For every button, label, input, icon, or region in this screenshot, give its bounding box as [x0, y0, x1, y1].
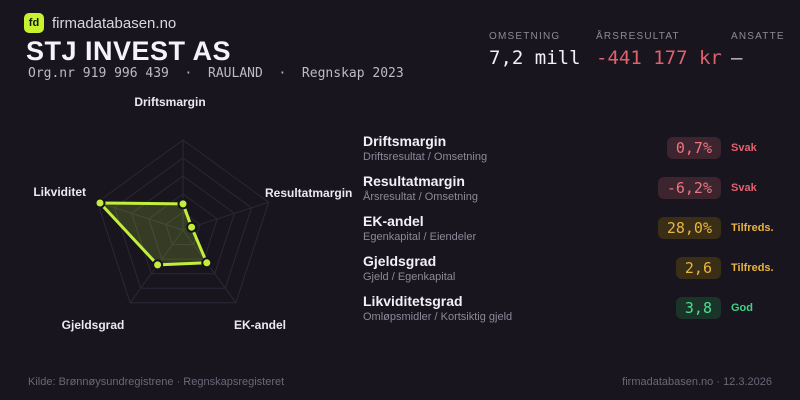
radar-grid-spoke	[182, 201, 269, 231]
metrics-panel: Driftsmargin Driftsresultat / Omsetning …	[363, 128, 775, 328]
radar-grid-spoke	[97, 201, 184, 231]
metric-formula: Omløpsmidler / Kortsiktig gjeld	[363, 311, 513, 324]
metric-row-ek-andel: EK-andel Egenkapital / Eiendeler 28,0% T…	[363, 208, 775, 248]
metric-status: Svak	[731, 142, 757, 154]
metric-name: Driftsmargin	[363, 132, 447, 149]
radar-chart-svg: Driftsmargin Resultatmargin EK-andel Gjelds…	[33, 95, 352, 332]
metric-row-gjeldsgrad: Gjeldsgrad Gjeld / Egenkapital 2,6 Tilfr…	[363, 248, 775, 288]
metric-value-badge: 3,8	[675, 296, 721, 320]
metric-value-badge: 0,7%	[666, 136, 721, 160]
stat-value: 7,2 mill	[489, 47, 581, 69]
radar-data-polygon	[98, 201, 209, 267]
radar-chart: Driftsmargin Resultatmargin EK-andel Gjelds…	[0, 88, 360, 346]
radar-axis-label: Driftsmargin	[134, 95, 205, 109]
radar-data-point	[201, 257, 213, 269]
radar-data-point	[94, 197, 106, 209]
metric-info: Gjeldsgrad Gjeld / Egenkapital	[363, 253, 649, 283]
metric-info: Likviditetsgrad Omløpsmidler / Kortsikti…	[363, 293, 649, 323]
radar-grid-ring	[131, 175, 235, 275]
radar-axis-label: Likviditet	[33, 185, 86, 199]
stat-label: ANSATTE	[731, 31, 785, 42]
radar-grid-ring	[165, 211, 201, 246]
metric-formula: Egenkapital / Eiendeler	[363, 231, 477, 244]
metric-value-badge: 2,6	[675, 256, 721, 280]
stat-label: OMSETNING	[489, 31, 561, 42]
radar-grid-ring	[96, 139, 270, 304]
firmadatabasen-logo-icon: fd	[24, 13, 44, 33]
metric-name: EK-andel	[363, 212, 424, 229]
metric-status: Svak	[731, 182, 757, 194]
stat-arsresultat: ÅRSRESULTAT -441 177 kr	[596, 31, 722, 69]
brand-name: firmadatabasen.no	[52, 14, 177, 32]
company-meta: Org.nr 919 996 439 · RAULAND · Regnskap …	[28, 66, 404, 81]
radar-data-point	[152, 259, 164, 271]
metric-formula: Årsresultat / Omsetning	[363, 191, 478, 204]
metric-info: EK-andel Egenkapital / Eiendeler	[363, 213, 649, 243]
radar-axis-label: EK-andel	[234, 318, 286, 332]
footer-site-link[interactable]: firmadatabasen.no · 12.3.2026	[622, 376, 772, 388]
metric-value-badge: 28,0%	[657, 216, 721, 240]
metric-name: Likviditetsgrad	[363, 292, 463, 309]
stat-ansatte: ANSATTE –	[731, 31, 785, 69]
metric-value-badge: -6,2%	[657, 176, 721, 200]
stat-value: -441 177 kr	[596, 47, 722, 69]
metric-row-resultatmargin: Resultatmargin Årsresultat / Omsetning -…	[363, 168, 775, 208]
metric-row-driftsmargin: Driftsmargin Driftsresultat / Omsetning …	[363, 128, 775, 168]
radar-grid-ring	[148, 193, 218, 260]
metric-status: Tilfreds.	[731, 262, 774, 274]
metric-formula: Gjeld / Egenkapital	[363, 271, 456, 284]
metric-formula: Driftsresultat / Omsetning	[363, 151, 488, 164]
metric-name: Gjeldsgrad	[363, 252, 437, 269]
stat-value: –	[731, 47, 743, 69]
metric-status: Tilfreds.	[731, 222, 774, 234]
metric-info: Driftsmargin Driftsresultat / Omsetning	[363, 133, 649, 163]
footer-source: Kilde: Brønnøysundregistrene · Regnskaps…	[28, 376, 285, 388]
radar-grid-ring	[113, 157, 253, 289]
radar-axis-label: Gjeldsgrad	[62, 318, 125, 332]
stat-omsetning: OMSETNING 7,2 mill	[489, 31, 581, 69]
metric-row-likviditetsgrad: Likviditetsgrad Omløpsmidler / Kortsikti…	[363, 288, 775, 328]
radar-data-point	[186, 221, 198, 233]
stat-label: ÅRSRESULTAT	[596, 31, 680, 42]
metric-name: Resultatmargin	[363, 172, 465, 189]
page-title: STJ INVEST AS	[26, 36, 232, 66]
brand-link[interactable]: fd firmadatabasen.no	[24, 13, 176, 33]
metric-status: God	[731, 302, 753, 314]
radar-axis-label: Resultatmargin	[265, 186, 352, 200]
metric-info: Resultatmargin Årsresultat / Omsetning	[363, 173, 649, 203]
radar-data-point	[177, 198, 189, 210]
